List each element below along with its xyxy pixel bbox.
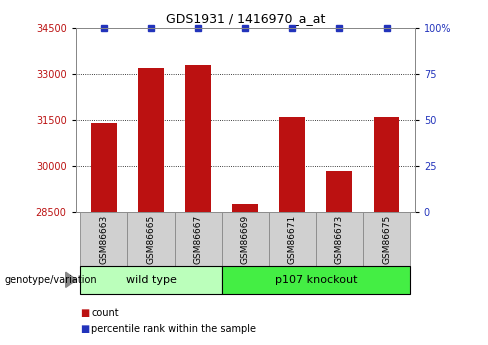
Text: ■: ■ xyxy=(81,308,90,318)
Text: genotype/variation: genotype/variation xyxy=(5,275,98,285)
Text: GSM86675: GSM86675 xyxy=(382,214,391,264)
Bar xyxy=(138,68,164,212)
Bar xyxy=(232,205,258,212)
Text: ■: ■ xyxy=(81,325,90,334)
Bar xyxy=(91,123,117,212)
Text: GSM86665: GSM86665 xyxy=(146,214,156,264)
Bar xyxy=(279,117,305,212)
Text: count: count xyxy=(91,308,119,318)
Text: wild type: wild type xyxy=(125,275,177,285)
Text: percentile rank within the sample: percentile rank within the sample xyxy=(91,325,256,334)
Text: GSM86663: GSM86663 xyxy=(100,214,108,264)
Bar xyxy=(374,117,400,212)
Title: GDS1931 / 1416970_a_at: GDS1931 / 1416970_a_at xyxy=(165,12,325,25)
Text: GSM86669: GSM86669 xyxy=(241,214,250,264)
Bar xyxy=(185,65,211,212)
Text: GSM86673: GSM86673 xyxy=(335,214,344,264)
Polygon shape xyxy=(66,272,77,287)
Text: GSM86667: GSM86667 xyxy=(194,214,203,264)
Bar xyxy=(326,171,352,212)
Text: GSM86671: GSM86671 xyxy=(288,214,297,264)
Text: p107 knockout: p107 knockout xyxy=(275,275,357,285)
